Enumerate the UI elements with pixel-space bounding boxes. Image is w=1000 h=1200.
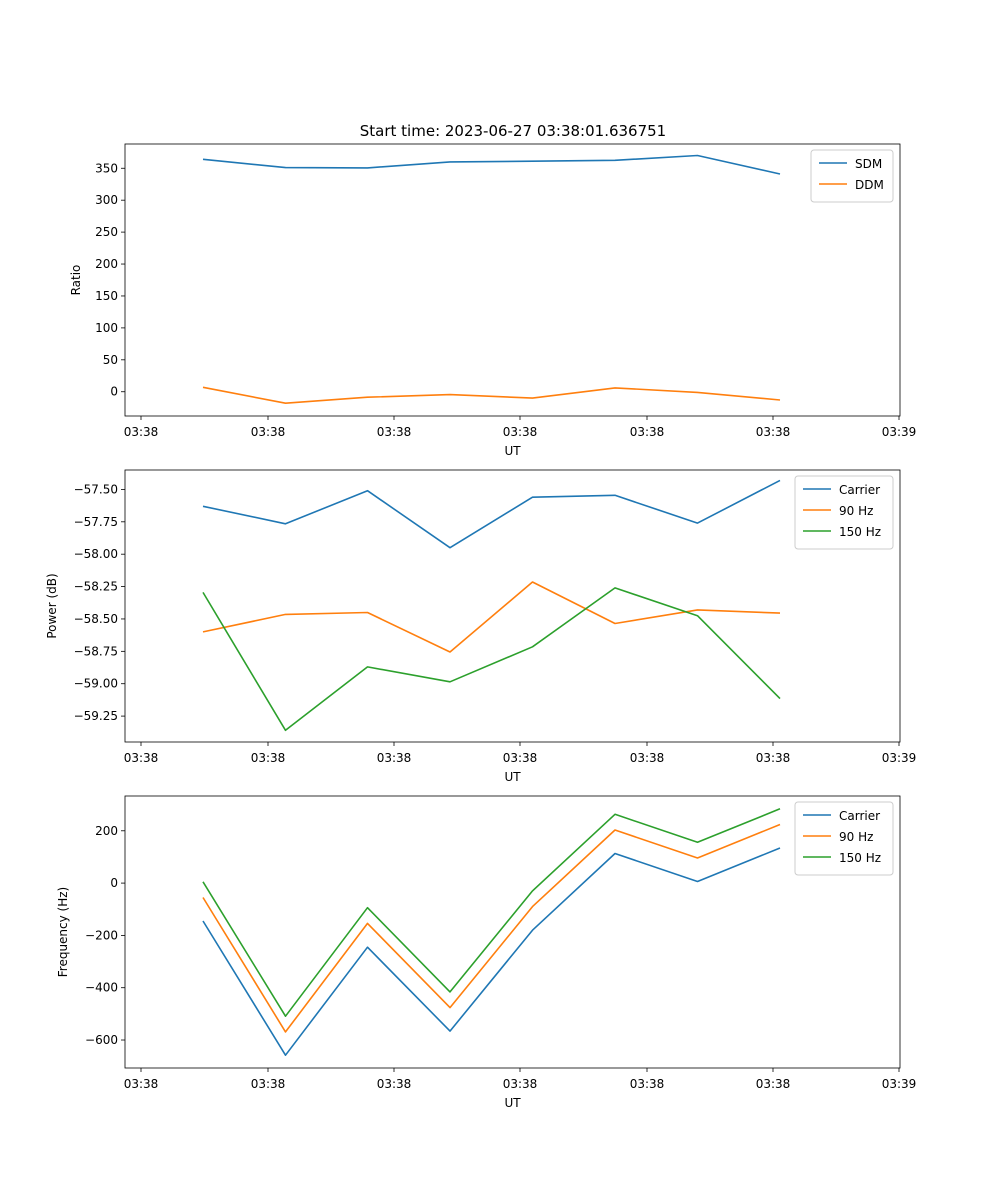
- power-x-tick-label: 03:38: [251, 751, 286, 765]
- power-y-tick-label: −59.25: [74, 709, 118, 723]
- ratio-y-tick-label: 350: [95, 161, 118, 175]
- frequency-legend-label: Carrier: [839, 809, 880, 823]
- ratio-y-tick-label: 100: [95, 321, 118, 335]
- ratio-series-ddm-line: [202, 386, 781, 405]
- ratio-y-tick-label: 150: [95, 289, 118, 303]
- power-series-150-hz-line: [202, 587, 781, 732]
- frequency-x-tick-label: 03:38: [630, 1077, 665, 1091]
- frequency-panel: 03:38 03:38 03:38 03:38 03:38 03:38 03:39 −600 −…: [56, 795, 917, 1110]
- frequency-y-tick-label: −600: [85, 1033, 118, 1047]
- frequency-x-axis-label: UT: [504, 1096, 521, 1110]
- ratio-y-tick-label: 200: [95, 257, 118, 271]
- frequency-series-carrier-line: [202, 847, 781, 1056]
- ratio-panel: 03:38 03:38 03:38 03:38 03:38 03:38 03:39 0 50 10…: [69, 143, 917, 458]
- ratio-y-tick-label: 50: [103, 353, 118, 367]
- ratio-series-sdm-line: [202, 154, 781, 175]
- frequency-x-tick-label: 03:38: [377, 1077, 412, 1091]
- power-y-tick-label: −59.00: [74, 677, 118, 691]
- ratio-x-tick-label: 03:38: [503, 425, 538, 439]
- ratio-legend-label: SDM: [855, 157, 882, 171]
- ratio-x-tick-label: 03:38: [630, 425, 665, 439]
- frequency-series-90-hz-line: [202, 823, 781, 1033]
- ratio-y-tick-label: 300: [95, 193, 118, 207]
- power-y-tick-label: −58.25: [74, 580, 118, 594]
- ratio-y-axis-label: Ratio: [69, 265, 83, 296]
- power-legend-label: 150 Hz: [839, 525, 881, 539]
- ratio-y-tick-label: 0: [110, 385, 118, 399]
- power-x-tick-label: 03:39: [882, 751, 917, 765]
- frequency-y-tick-label: −200: [85, 928, 118, 942]
- power-x-axis-label: UT: [504, 770, 521, 784]
- power-y-tick-label: −58.50: [74, 612, 118, 626]
- figure-title: Start time: 2023-06-27 03:38:01.636751: [360, 122, 666, 140]
- power-series-90-hz-line: [202, 581, 781, 653]
- frequency-series-150-hz-line: [202, 808, 781, 1018]
- power-y-tick-label: −57.50: [74, 482, 118, 496]
- power-y-tick-label: −58.00: [74, 547, 118, 561]
- ratio-x-tick-label: 03:38: [124, 425, 159, 439]
- ratio-x-tick-label: 03:39: [882, 425, 917, 439]
- ratio-x-tick-label: 03:38: [756, 425, 791, 439]
- power-axes-frame: [124, 469, 901, 743]
- ratio-x-axis-label: UT: [504, 444, 521, 458]
- ratio-legend: SDM DDM: [810, 149, 894, 203]
- power-panel: 03:38 03:38 03:38 03:38 03:38 03:38 03:39 −59.2…: [45, 469, 917, 784]
- power-y-tick-label: −58.75: [74, 644, 118, 658]
- frequency-legend-label: 90 Hz: [839, 830, 873, 844]
- ratio-x-tick-label: 03:38: [377, 425, 412, 439]
- frequency-y-axis-label: Frequency (Hz): [56, 887, 70, 978]
- frequency-x-tick-label: 03:38: [124, 1077, 159, 1091]
- ratio-legend-label: DDM: [855, 178, 884, 192]
- ratio-axes-frame: [124, 143, 901, 417]
- power-y-tick-label: −57.75: [74, 515, 118, 529]
- power-series-carrier-line: [202, 479, 781, 549]
- power-y-axis-label: Power (dB): [45, 573, 59, 638]
- power-x-tick-label: 03:38: [377, 751, 412, 765]
- frequency-legend: Carrier 90 Hz 150 Hz: [794, 801, 894, 876]
- frequency-y-tick-label: 200: [95, 824, 118, 838]
- power-x-tick-label: 03:38: [630, 751, 665, 765]
- power-legend-label: 90 Hz: [839, 504, 873, 518]
- frequency-x-tick-label: 03:38: [503, 1077, 538, 1091]
- power-x-tick-label: 03:38: [756, 751, 791, 765]
- frequency-x-tick-label: 03:38: [251, 1077, 286, 1091]
- frequency-axes-frame: [124, 795, 901, 1069]
- frequency-y-tick-label: −400: [85, 981, 118, 995]
- frequency-x-tick-label: 03:39: [882, 1077, 917, 1091]
- ratio-y-tick-label: 250: [95, 225, 118, 239]
- frequency-x-tick-label: 03:38: [756, 1077, 791, 1091]
- ratio-x-tick-label: 03:38: [251, 425, 286, 439]
- power-legend-label: Carrier: [839, 483, 880, 497]
- power-x-tick-label: 03:38: [503, 751, 538, 765]
- frequency-legend-label: 150 Hz: [839, 851, 881, 865]
- power-x-tick-label: 03:38: [124, 751, 159, 765]
- frequency-y-tick-label: 0: [110, 876, 118, 890]
- power-legend: Carrier 90 Hz 150 Hz: [794, 475, 894, 550]
